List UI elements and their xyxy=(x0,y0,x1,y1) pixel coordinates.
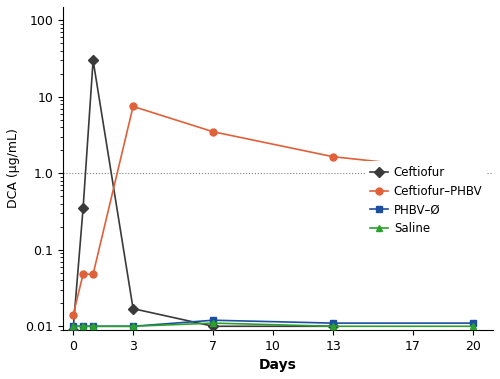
PHBV–Ø xyxy=(330,321,336,326)
Saline xyxy=(130,324,136,329)
Line: PHBV–Ø: PHBV–Ø xyxy=(70,317,476,330)
Saline xyxy=(470,324,476,329)
Line: Ceftiofur: Ceftiofur xyxy=(70,57,336,333)
Ceftiofur xyxy=(70,327,76,332)
Ceftiofur–PHBV xyxy=(130,104,136,109)
Ceftiofur–PHBV xyxy=(80,272,86,276)
PHBV–Ø xyxy=(130,324,136,329)
Ceftiofur–PHBV xyxy=(470,169,476,174)
Ceftiofur–PHBV xyxy=(210,130,216,134)
Ceftiofur xyxy=(210,324,216,329)
X-axis label: Days: Days xyxy=(259,358,297,372)
Saline xyxy=(80,324,86,329)
PHBV–Ø xyxy=(90,324,96,329)
Ceftiofur xyxy=(90,58,96,63)
Ceftiofur–PHBV xyxy=(330,154,336,159)
Ceftiofur–PHBV xyxy=(90,272,96,276)
Y-axis label: DCA (μg/mL): DCA (μg/mL) xyxy=(7,128,20,208)
Saline xyxy=(90,324,96,329)
PHBV–Ø xyxy=(80,324,86,329)
Ceftiofur xyxy=(80,206,86,210)
Saline xyxy=(210,321,216,326)
Ceftiofur xyxy=(330,324,336,329)
PHBV–Ø xyxy=(210,318,216,323)
PHBV–Ø xyxy=(70,324,76,329)
Saline xyxy=(70,324,76,329)
Legend: Ceftiofur, Ceftiofur–PHBV, PHBV–Ø, Saline: Ceftiofur, Ceftiofur–PHBV, PHBV–Ø, Salin… xyxy=(366,161,487,240)
Saline xyxy=(330,324,336,329)
Line: Saline: Saline xyxy=(70,319,476,330)
Ceftiofur xyxy=(130,306,136,311)
Ceftiofur–PHBV xyxy=(70,313,76,317)
Line: Ceftiofur–PHBV: Ceftiofur–PHBV xyxy=(70,103,476,319)
PHBV–Ø xyxy=(470,321,476,326)
